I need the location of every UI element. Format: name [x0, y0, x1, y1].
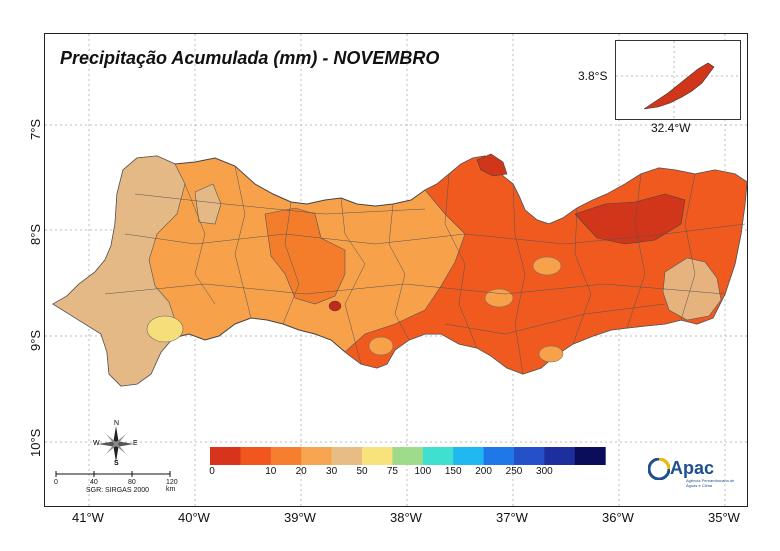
apac-logo-subtitle: Agência Pernambucana de Águas e Clima: [686, 478, 735, 488]
region-central-orange: [264, 207, 346, 305]
legend-tick-label: 0: [209, 466, 215, 477]
legend-swatch: [453, 447, 485, 465]
legend-tick-label: 150: [444, 466, 462, 477]
legend-colorbar: [210, 447, 606, 465]
compass-n: N: [114, 420, 120, 427]
legend-swatch: [514, 447, 545, 465]
srs-label: SGR: SIRGAS 2000: [86, 487, 150, 494]
legend-tick-label: 10: [265, 466, 277, 477]
scale-bar: 0 40 80 120 km: [54, 470, 178, 500]
legend-tick-label: 100: [414, 466, 432, 477]
compass-e: E: [133, 440, 138, 447]
legend-tick-label: 300: [536, 466, 553, 477]
legend-tick-label: 50: [356, 466, 368, 477]
legend-tick-label: 75: [386, 466, 398, 477]
legend-swatch: [270, 447, 302, 465]
legend-tick-label: 30: [326, 466, 338, 477]
lat-label-10s: 10°S: [28, 428, 43, 457]
inset-lat-label: 3.8°S: [578, 69, 608, 83]
lon-label-35w: 35°W: [708, 510, 740, 525]
scale-tick-40: 40: [90, 479, 98, 486]
apac-logo-icon: [648, 458, 670, 480]
compass-s: S: [114, 460, 119, 467]
legend-swatch: [362, 447, 393, 465]
region-darkred-top: [476, 153, 508, 177]
legend-swatch: [422, 447, 454, 465]
region-tan-coast: [662, 257, 722, 321]
scale-bar-line: [55, 471, 171, 477]
legend-swatch: [210, 447, 241, 465]
lat-label-8s: 8°S: [28, 223, 43, 245]
lon-label-38w: 38°W: [390, 510, 422, 525]
lon-label-40w: 40°W: [178, 510, 210, 525]
island-shape: [643, 62, 715, 110]
legend-swatch: [331, 447, 363, 465]
scale-tick-0: 0: [54, 479, 58, 486]
region-yellow: [146, 315, 184, 343]
lon-label-36w: 36°W: [602, 510, 634, 525]
legend-swatch: [544, 447, 576, 465]
compass-w: W: [93, 440, 100, 447]
lat-label-7s: 7°S: [28, 118, 43, 140]
legend-tick-label: 20: [295, 466, 307, 477]
region-light-1: [484, 288, 514, 308]
lon-label-37w: 37°W: [496, 510, 528, 525]
lon-label-39w: 39°W: [284, 510, 316, 525]
map-svg: [45, 34, 749, 508]
region-light-3: [538, 345, 564, 363]
compass-rose-icon: [98, 426, 134, 462]
municipal-boundaries: [104, 165, 746, 375]
scale-tick-80: 80: [128, 479, 136, 486]
lat-label-9s: 9°S: [28, 329, 43, 351]
lon-label-41w: 41°W: [72, 510, 104, 525]
inset-map: [615, 40, 741, 120]
region-darkred-north: [574, 193, 686, 245]
legend-swatch: [574, 447, 606, 465]
legend-tick-label: 200: [475, 466, 492, 477]
apac-logo-name: Apac: [670, 458, 715, 478]
legend-swatch: [240, 447, 272, 465]
state-map: [52, 153, 748, 387]
region-light-4: [368, 336, 394, 356]
legend-swatch: [392, 447, 424, 465]
region-light-2: [532, 256, 562, 276]
map-title: Precipitação Acumulada (mm) - NOVEMBRO: [60, 48, 440, 68]
region-dark-5: [328, 300, 342, 312]
inset-svg: [616, 41, 740, 119]
legend-swatch: [483, 447, 515, 465]
legend-swatch: [301, 447, 333, 465]
legend-tick-label: 250: [505, 466, 523, 477]
scale-tick-120: 120 km: [166, 479, 178, 493]
inset-lon-label: 32.4°W: [651, 121, 691, 135]
